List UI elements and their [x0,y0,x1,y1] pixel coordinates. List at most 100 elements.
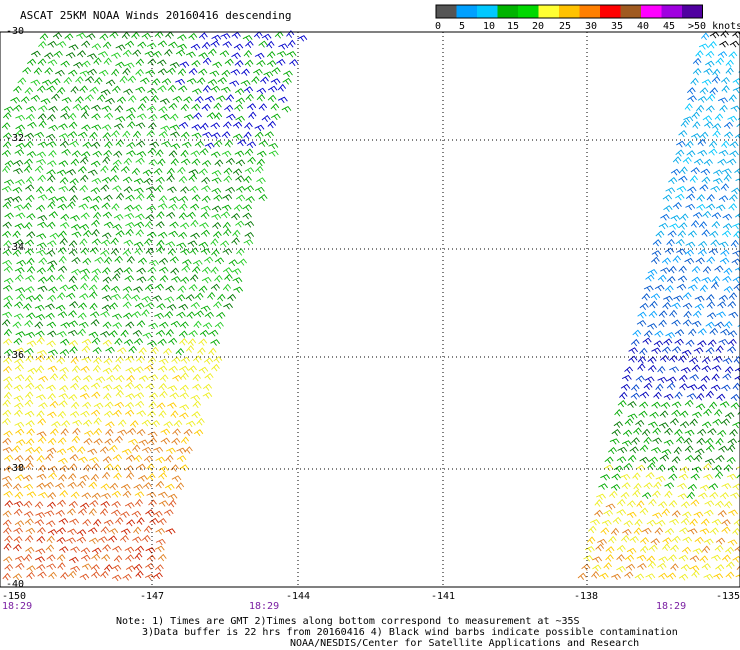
wind-barb [56,331,67,338]
wind-barb [165,328,174,337]
wind-barb [72,427,81,436]
wind-barb [587,525,597,534]
wind-barb [67,481,77,489]
wind-barb [46,554,56,562]
wind-barb [59,490,69,498]
wind-barb [2,572,11,581]
wind-barb [278,43,289,50]
wind-barb [114,267,124,275]
wind-barb [53,50,63,58]
wind-barb [191,158,201,166]
wind-barb [211,205,222,213]
wind-barb [178,231,188,239]
wind-barb [165,454,174,463]
wind-barb [728,94,737,102]
wind-barb [46,340,56,348]
wind-barb [714,544,724,553]
wind-barb [27,58,37,66]
wind-barb [685,193,696,201]
wind-barb [48,124,59,132]
wind-barb [728,292,738,300]
wind-barb [676,185,687,193]
wind-barb [70,565,81,573]
wind-barb [178,330,188,338]
wind-barb [616,456,627,463]
wind-barb [4,454,14,462]
wind-barb [712,130,721,138]
wind-barb [256,59,266,67]
wind-barb [45,520,56,528]
wind-barb [16,293,26,301]
wind-barb [45,133,56,141]
wind-barb [658,422,669,429]
wind-barb [30,79,41,86]
wind-barb [34,304,45,312]
wind-barb [14,149,25,156]
wind-barb [724,121,734,129]
wind-barb [176,311,186,319]
wind-barb [14,358,24,366]
wind-barb [674,329,685,337]
wind-barb [601,519,612,527]
wind-barb [126,107,136,114]
wind-barb [214,257,225,265]
wind-barb [80,156,89,165]
wind-barb [705,50,715,59]
wind-barb [145,186,156,193]
wind-barb [706,301,716,309]
wind-barb [104,140,113,149]
wind-barb [614,408,623,417]
wind-barb [657,376,668,384]
wind-barb [90,187,101,194]
wind-barb [663,439,674,446]
colorbar-tick-25: 25 [559,21,572,32]
wind-barb [669,223,679,230]
wind-barb [600,474,611,481]
wind-barb [12,321,22,329]
wind-barb [48,211,58,219]
wind-barb [686,150,696,158]
wind-barb [148,374,159,381]
wind-barb [13,159,24,167]
wind-barb [135,545,145,553]
wind-barb [90,160,101,168]
wind-barb [684,429,695,436]
wind-barb [710,384,721,392]
wind-barb [80,174,89,183]
wind-barb [157,68,168,76]
wind-barb [671,456,681,464]
wind-barb [643,330,653,338]
colorbar-tick-20: 20 [532,21,545,32]
wind-barb [243,239,254,246]
wind-barb [630,338,640,347]
wind-barb [616,565,626,573]
wind-barb [132,49,142,57]
wind-barb [136,267,146,275]
wind-barb [632,472,641,480]
wind-barb [23,553,33,562]
wind-barb [3,301,13,309]
wind-barb [686,491,696,500]
wind-barb [124,212,135,220]
wind-barb [64,33,74,41]
wind-barb [709,31,720,39]
wind-barb [674,391,683,400]
wind-barb [116,192,125,201]
wind-barb [191,124,202,131]
wind-barb [2,112,12,120]
wind-barb [112,454,123,462]
wind-barb [188,174,198,182]
wind-barb [148,122,157,130]
wind-barb [695,403,706,411]
wind-barb [79,70,90,77]
wind-barb [723,464,733,472]
wind-barb [730,492,740,499]
wind-barb [136,463,146,471]
wind-barb [169,392,180,400]
wind-barb [251,76,260,84]
wind-barb [697,340,707,348]
wind-barb [730,105,740,112]
wind-barb [595,543,605,552]
wind-barb [12,483,22,491]
wind-barb [188,330,198,337]
